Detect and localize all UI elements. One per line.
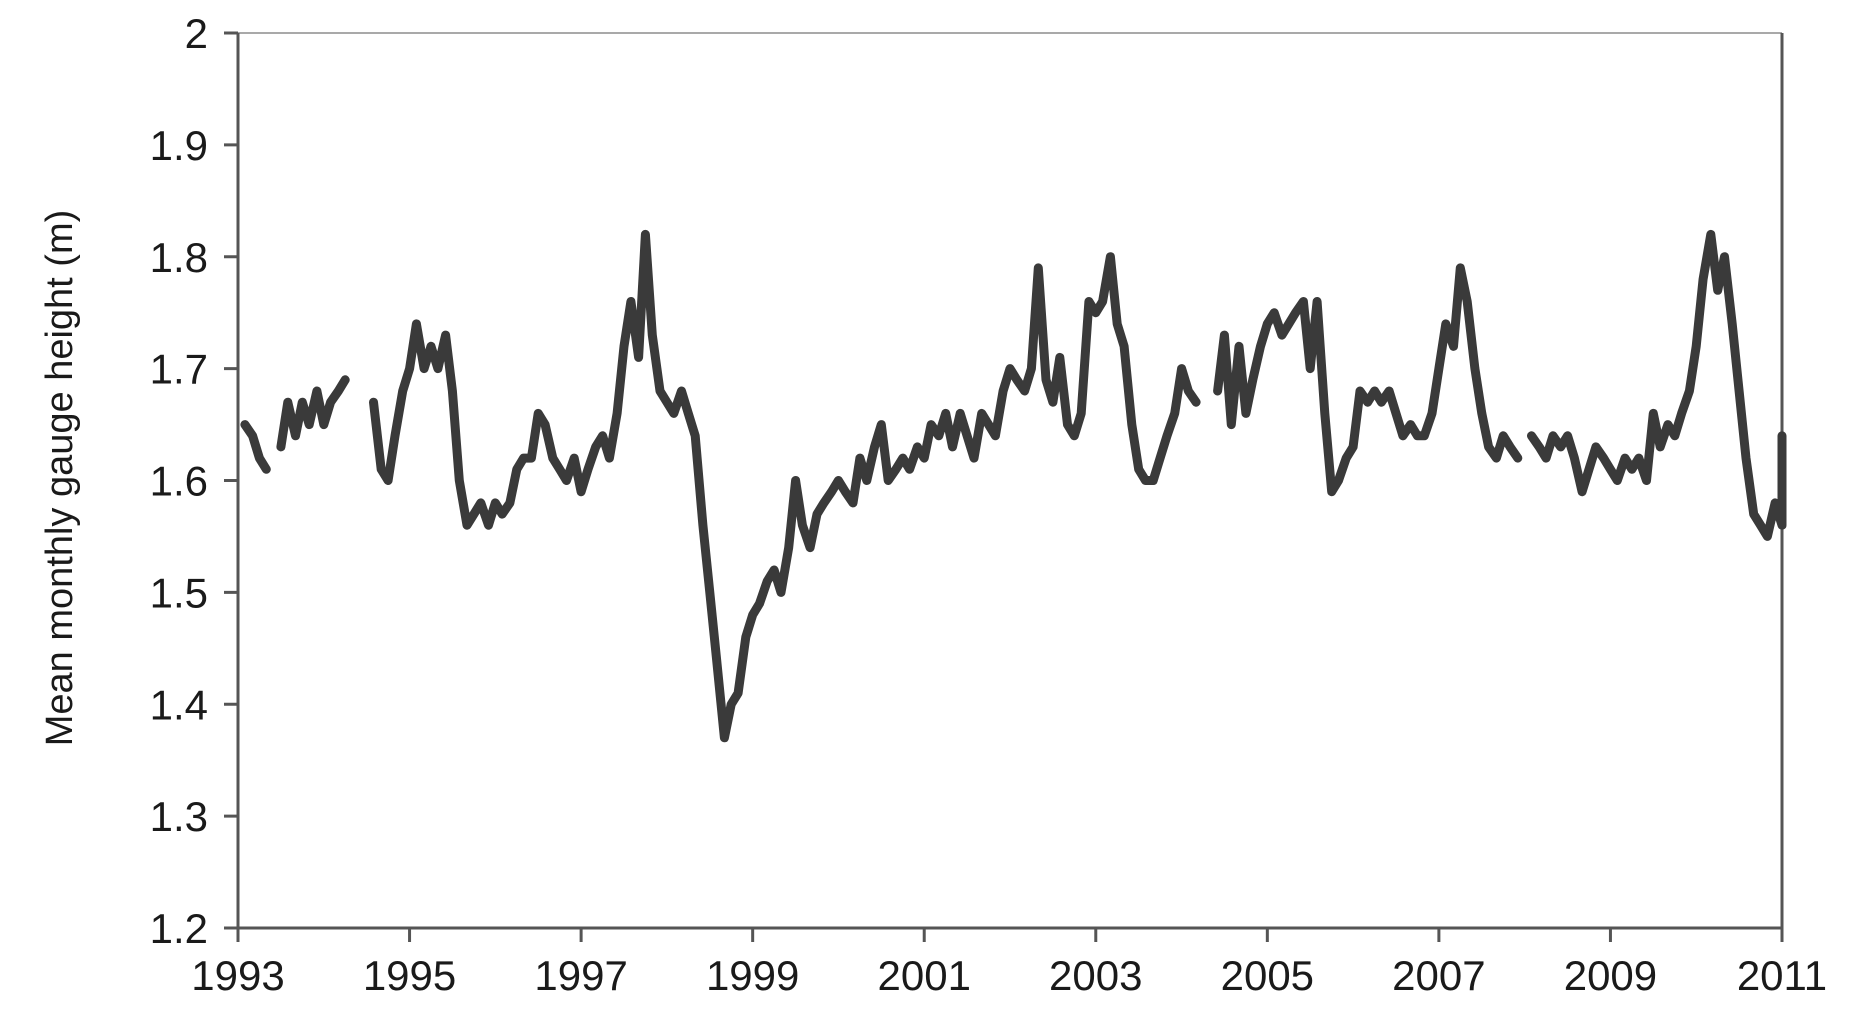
x-tick-label: 2005 (1221, 952, 1314, 999)
y-tick-label: 1.9 (150, 122, 208, 169)
y-axis-ticks: 1.2 1.3 1.4 1.5 1.6 1.7 1.8 1.9 2 (150, 10, 238, 952)
x-tick-label: 2001 (878, 952, 971, 999)
x-tick-label: 2003 (1049, 952, 1142, 999)
series-line-segment (369, 229, 1201, 743)
y-tick-label: 2 (185, 10, 208, 57)
y-axis-title: Mean monthly gauge height (m) (39, 210, 81, 747)
x-tick-label: 1993 (191, 952, 284, 999)
x-axis-ticks: 1993 1995 1997 1999 2001 2003 2005 2007 2009 2011 (191, 928, 1827, 999)
y-tick-label: 1.6 (150, 458, 208, 505)
y-tick-label: 1.5 (150, 569, 208, 616)
x-tick-label: 1995 (363, 952, 456, 999)
y-tick-label: 1.2 (150, 905, 208, 952)
x-tick-label: 2011 (1737, 952, 1827, 999)
series-line-segment (1527, 229, 1787, 541)
series-gauge-height (240, 229, 1787, 743)
y-tick-label: 1.8 (150, 234, 208, 281)
series-line-segment (240, 420, 271, 474)
y-tick-label: 1.4 (150, 681, 208, 728)
y-tick-label: 1.3 (150, 793, 208, 840)
x-tick-label: 1997 (534, 952, 627, 999)
x-tick-label: 2007 (1392, 952, 1485, 999)
series-line-segment (1213, 263, 1523, 497)
x-tick-label: 2009 (1564, 952, 1657, 999)
x-tick-label: 1999 (706, 952, 799, 999)
y-tick-label: 1.7 (150, 346, 208, 393)
plot-frame (236, 32, 1784, 930)
series-line-segment (276, 375, 350, 452)
